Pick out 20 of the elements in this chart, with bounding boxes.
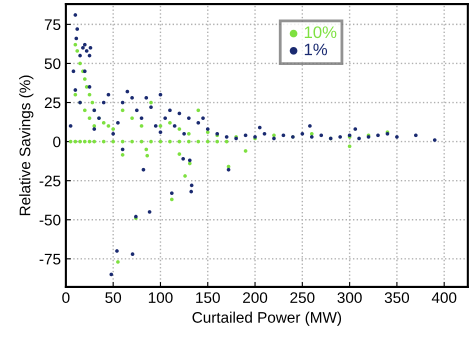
y-tick-label: 50 (44, 58, 60, 70)
x-tick-label: 200 (243, 292, 268, 304)
y-tick-label: 75 (44, 19, 60, 30)
y-axis-title: Relative Savings (%) (19, 76, 34, 216)
y-tick-label: 25 (44, 97, 60, 108)
x-tick-label: 300 (337, 292, 362, 304)
x-tick-label: 150 (196, 292, 220, 304)
x-tick-label: 50 (105, 292, 122, 304)
legend-label: 1% (304, 44, 328, 56)
legend-label: 10% (304, 26, 336, 38)
x-tick-label: 100 (148, 292, 173, 304)
y-tick-label: -50 (40, 214, 60, 226)
y-tick-label: -75 (40, 254, 60, 265)
y-tick-label: 0 (53, 136, 60, 148)
y-tick-label: -25 (40, 176, 60, 186)
x-axis-title: Curtailed Power (MW) (192, 312, 342, 326)
x-tick-label: 250 (290, 292, 314, 304)
x-tick-label: 350 (384, 292, 410, 304)
x-tick-label: 400 (432, 292, 456, 304)
x-tick-label: 0 (62, 292, 70, 304)
